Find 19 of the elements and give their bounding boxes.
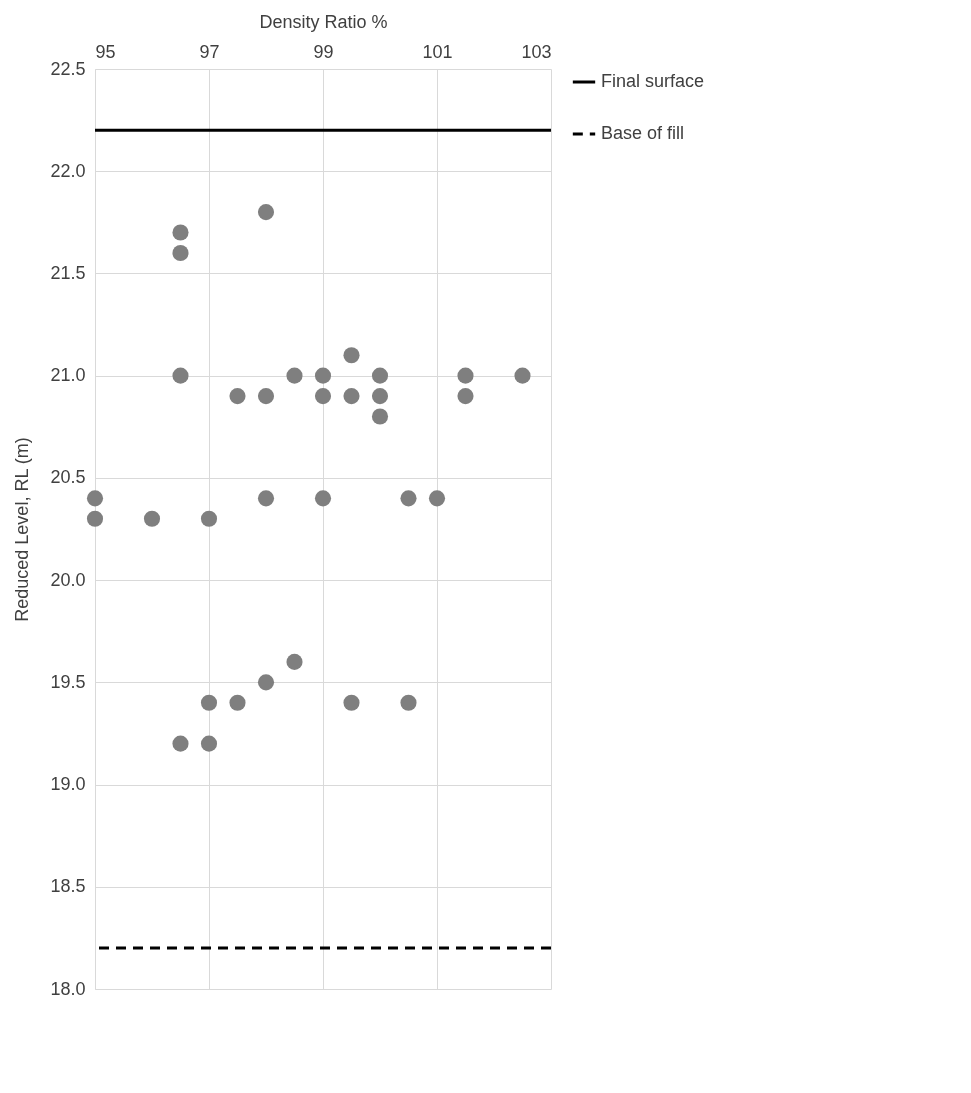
x-tick-label: 99 (313, 41, 334, 62)
x-tick-label: 101 (422, 41, 453, 62)
y-tick-label: 22.5 (50, 58, 86, 79)
y-tick-label: 18.5 (50, 876, 86, 897)
y-tick-label: 19.5 (50, 671, 86, 692)
legend-label: Final surface (601, 71, 705, 91)
x-tick-label: 95 (95, 41, 116, 62)
y-tick-label: 18.0 (50, 978, 86, 999)
y-tick-label: 21.0 (50, 365, 86, 386)
y-tick-label: 22.0 (50, 160, 86, 181)
y-tick-label: 21.5 (50, 262, 86, 283)
y-tick-label: 20.5 (50, 467, 86, 488)
legend-label: Base of fill (601, 123, 685, 143)
x-tick-label: 103 (521, 41, 552, 62)
x-tick-label: 97 (199, 41, 220, 62)
y-tick-label: 20.0 (50, 569, 86, 590)
x-axis-title: Density Ratio % (259, 11, 388, 32)
y-axis-title: Reduced Level, RL (m) (12, 437, 33, 622)
y-tick-label: 19.0 (50, 774, 86, 795)
